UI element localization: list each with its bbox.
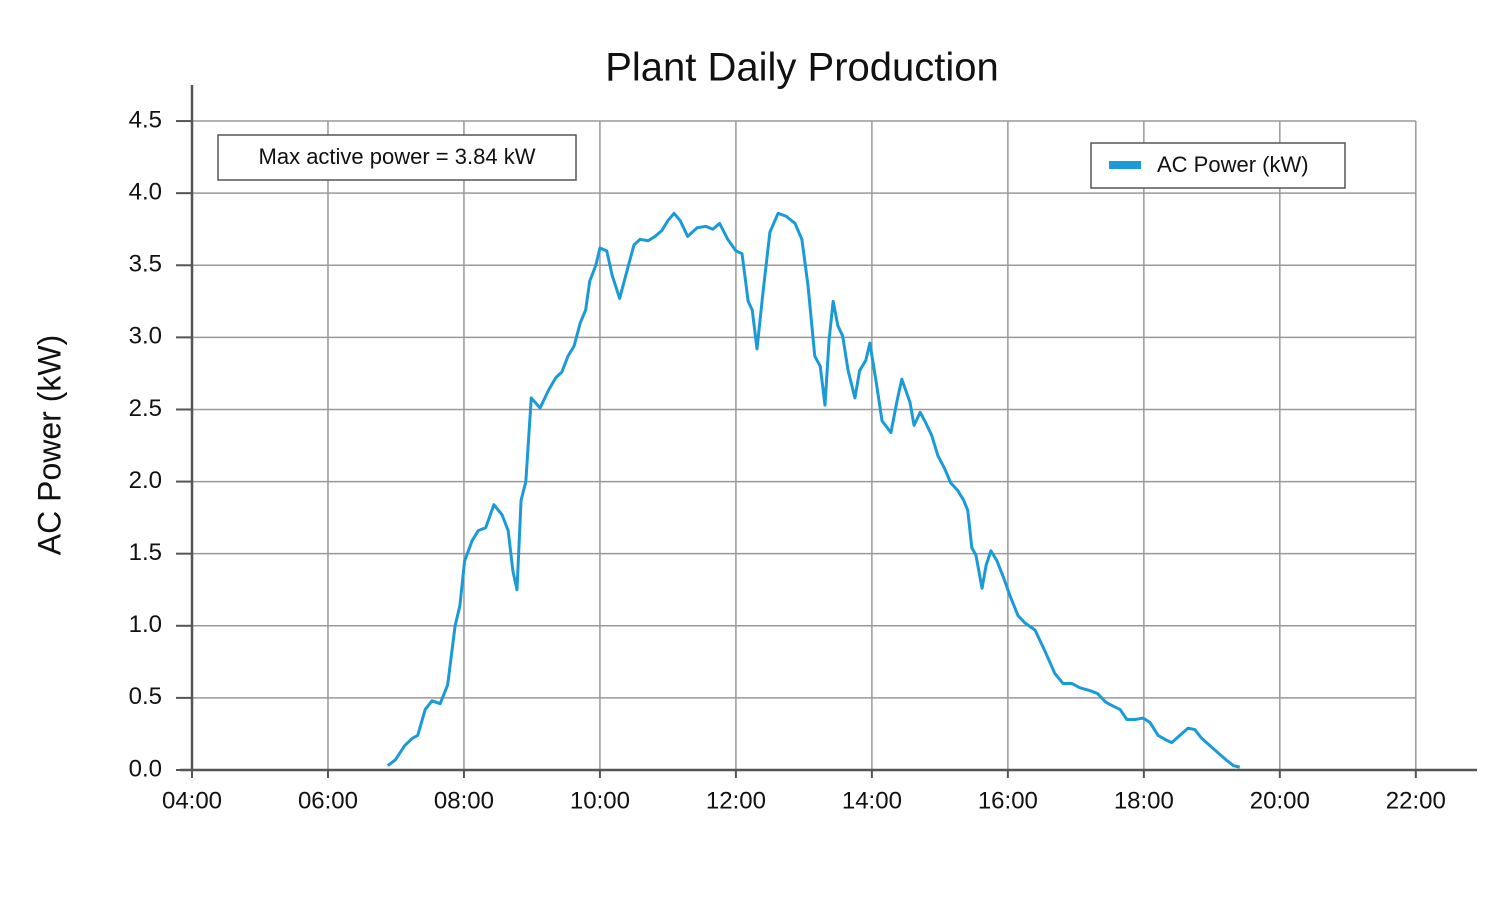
y-tick-label: 4.5 (129, 106, 162, 133)
y-tick-label: 1.5 (129, 539, 162, 566)
y-tick-label: 0.5 (129, 683, 162, 710)
x-tick-label: 22:00 (1386, 787, 1446, 814)
x-tick-label: 16:00 (978, 787, 1038, 814)
annotation: Max active power = 3.84 kW (259, 144, 536, 169)
chart-title: Plant Daily Production (605, 46, 999, 90)
x-tick-label: 14:00 (842, 787, 902, 814)
x-tick-label: 08:00 (434, 787, 494, 814)
y-axis-label: AC Power (kW) (31, 335, 67, 555)
x-tick-label: 04:00 (162, 787, 222, 814)
y-tick-label: 3.5 (129, 251, 162, 278)
x-tick-label: 20:00 (1250, 787, 1310, 814)
x-tick-label: 18:00 (1114, 787, 1174, 814)
annotation-box (217, 134, 577, 181)
x-tick-label: 10:00 (570, 787, 630, 814)
x-tick-label: 06:00 (298, 787, 358, 814)
y-tick-label: 2.5 (129, 395, 162, 422)
y-tick-label: 4.0 (129, 179, 162, 206)
y-tick-label: 3.0 (129, 323, 162, 350)
legend-label: AC Power (kW) (1157, 152, 1309, 177)
y-tick-label: 2.0 (129, 467, 162, 494)
y-tick-label: 0.0 (129, 755, 162, 782)
series-line (386, 211, 1241, 769)
y-tick-label: 1.0 (129, 611, 162, 638)
x-tick-label: 12:00 (706, 787, 766, 814)
